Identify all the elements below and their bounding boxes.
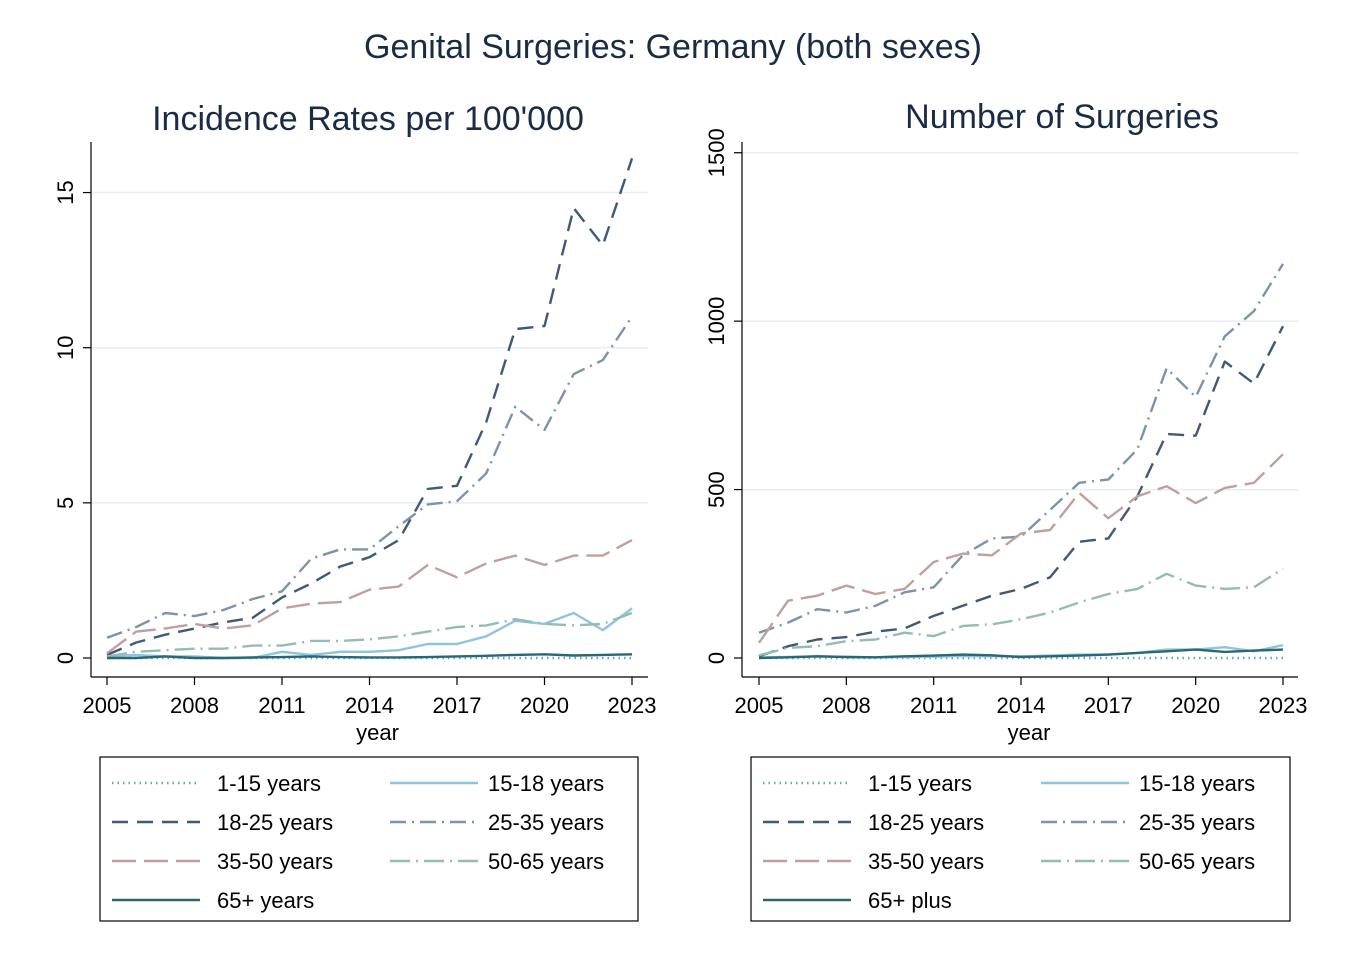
x-tick-label: 2008 [170, 693, 219, 718]
y-tick-label: 10 [53, 335, 78, 359]
legend-label: 1-15 years [217, 771, 321, 796]
y-tick-label: 0 [53, 652, 78, 664]
x-tick-label: 2017 [433, 693, 482, 718]
x-tick-label: 2011 [910, 693, 957, 718]
legend-label: 65+ years [217, 888, 314, 913]
chart-title: Incidence Rates per 100'000 [152, 100, 584, 138]
legend-label: 18-25 years [868, 810, 984, 835]
y-tick-label: 1500 [704, 128, 729, 177]
chart-panel-incidence-rates: Incidence Rates per 100'000 0 5 10 15 2005 200… [53, 100, 657, 922]
series-line-50-65 [758, 567, 1284, 657]
series-line-35-50 [758, 453, 1284, 644]
legend-box [99, 756, 639, 922]
y-tick-label: 5 [53, 497, 78, 509]
legend-label: 35-50 years [868, 849, 984, 874]
series-line-18-25 [758, 325, 1285, 658]
legend-label: 25-35 years [1139, 810, 1255, 835]
series-line-35-50 [106, 539, 633, 655]
chart-title: Number of Surgeries [905, 98, 1219, 136]
series-line-15-18 [106, 607, 633, 660]
legend-label: 25-35 years [488, 810, 604, 835]
y-tick-label: 15 [53, 180, 78, 204]
figure-title: Genital Surgeries: Germany (both sexes) [364, 28, 982, 66]
series-line-18-25 [106, 158, 634, 657]
series-line-50-65 [106, 611, 633, 658]
series-line-65plus [107, 653, 633, 660]
x-tick-label: 2020 [1171, 693, 1220, 718]
x-tick-label: 2014 [345, 693, 394, 718]
legend: 1-15 years 15-18 years 18-25 years 25-35 ye… [750, 756, 1291, 922]
x-tick-label: 2020 [520, 693, 569, 718]
x-tick-label: 2011 [258, 693, 305, 718]
legend-label: 1-15 years [868, 771, 972, 796]
x-tick-label: 2023 [608, 693, 657, 718]
legend-label: 15-18 years [1139, 771, 1255, 796]
series-line-25-35 [106, 316, 633, 639]
x-axis-title: year [1008, 720, 1051, 745]
legend-box [750, 756, 1291, 922]
legend-label: 65+ plus [868, 888, 952, 913]
x-tick-label: 2005 [83, 693, 132, 718]
y-tick-label: 1000 [704, 297, 729, 346]
legend-label: 18-25 years [217, 810, 333, 835]
legend-label: 35-50 years [217, 849, 333, 874]
x-tick-label: 2005 [735, 693, 784, 718]
x-tick-label: 2017 [1084, 693, 1133, 718]
legend: 1-15 years 15-18 years 18-25 years 25-35 ye… [99, 756, 639, 922]
series-line-65plus [758, 648, 1284, 660]
x-tick-label: 2023 [1259, 693, 1308, 718]
x-axis-title: year [356, 720, 399, 745]
x-tick-label: 2008 [822, 693, 871, 718]
legend-label: 50-65 years [1139, 849, 1255, 874]
legend-label: 15-18 years [488, 771, 604, 796]
x-tick-label: 2014 [997, 693, 1046, 718]
y-tick-label: 0 [704, 652, 729, 664]
chart-panel-number-of-surgeries: Number of Surgeries 0 500 1000 1500 2005 2008 2… [704, 98, 1308, 922]
legend-label: 50-65 years [488, 849, 604, 874]
series-line-25-35 [758, 263, 1285, 634]
y-tick-label: 500 [704, 471, 729, 508]
